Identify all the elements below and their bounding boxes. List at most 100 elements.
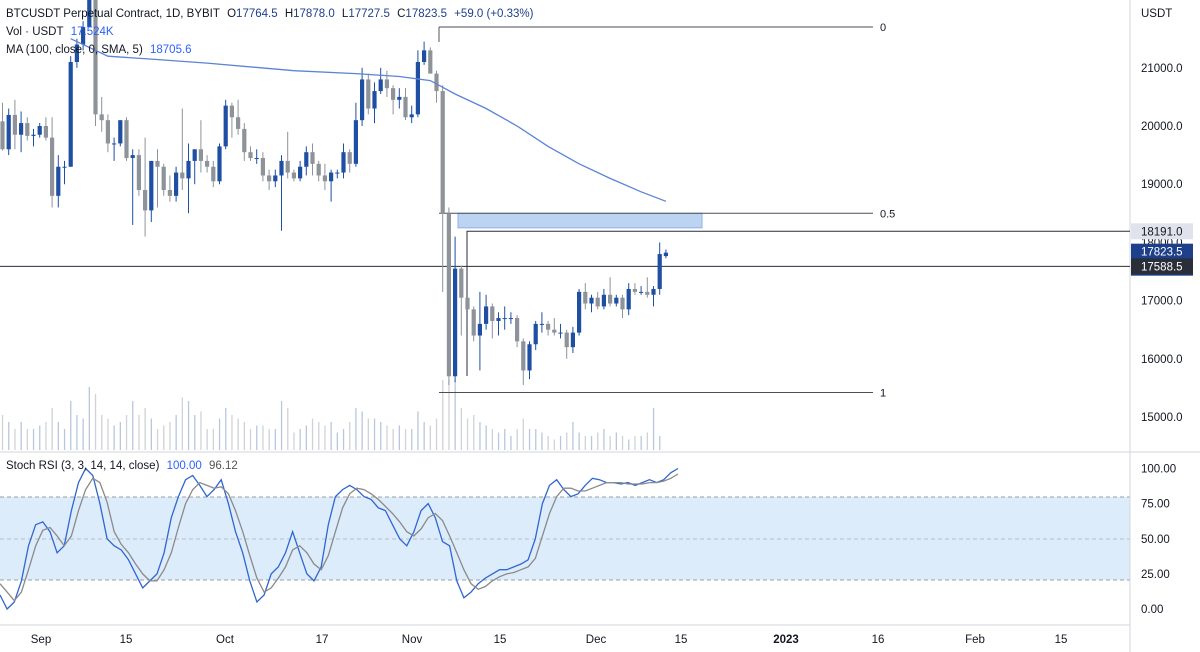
- candle-body[interactable]: [366, 79, 371, 109]
- candle-body[interactable]: [632, 288, 637, 292]
- candle-body[interactable]: [161, 166, 166, 191]
- candle-body[interactable]: [174, 172, 179, 196]
- candle-body[interactable]: [118, 120, 123, 144]
- candle-body[interactable]: [267, 175, 272, 182]
- candle-body[interactable]: [508, 318, 513, 320]
- candle-body[interactable]: [167, 190, 172, 196]
- candle-body[interactable]: [217, 146, 222, 182]
- candle-body[interactable]: [180, 172, 185, 179]
- symbol-title[interactable]: BTCUSDT Perpetual Contract, 1D, BYBIT: [6, 8, 220, 20]
- candle-body[interactable]: [446, 213, 451, 377]
- candle-body[interactable]: [539, 323, 544, 325]
- candle-body[interactable]: [254, 158, 259, 160]
- candle-body[interactable]: [112, 143, 117, 145]
- candle-body[interactable]: [663, 252, 668, 257]
- candle-body[interactable]: [198, 149, 203, 161]
- candle-body[interactable]: [223, 105, 228, 147]
- candle-body[interactable]: [384, 79, 389, 89]
- candle-body[interactable]: [459, 268, 464, 298]
- candle-body[interactable]: [341, 152, 346, 173]
- candle-body[interactable]: [608, 294, 613, 304]
- candle-body[interactable]: [329, 172, 334, 182]
- candle-body[interactable]: [645, 291, 650, 295]
- candle-body[interactable]: [192, 149, 197, 161]
- candle-body[interactable]: [397, 96, 402, 100]
- candle-body[interactable]: [353, 120, 358, 164]
- candle-body[interactable]: [639, 291, 644, 293]
- ma-line-path[interactable]: [70, 38, 667, 202]
- candle-body[interactable]: [546, 323, 551, 330]
- candle-body[interactable]: [105, 120, 110, 144]
- candle-body[interactable]: [68, 61, 73, 167]
- candle-body[interactable]: [143, 190, 148, 211]
- volume-label[interactable]: Vol · USDT: [6, 26, 64, 38]
- candle-body[interactable]: [471, 309, 476, 336]
- candle-body[interactable]: [310, 152, 315, 164]
- candle-body[interactable]: [527, 344, 532, 371]
- candle-body[interactable]: [477, 323, 482, 336]
- candle-body[interactable]: [149, 160, 154, 211]
- candle-body[interactable]: [56, 166, 61, 196]
- candle-body[interactable]: [378, 79, 383, 92]
- candle-body[interactable]: [279, 160, 284, 176]
- candle-body[interactable]: [316, 163, 321, 176]
- candle-body[interactable]: [335, 172, 340, 174]
- candle-body[interactable]: [130, 155, 135, 159]
- resistance-line-18191[interactable]: [466, 230, 1130, 376]
- candle-body[interactable]: [564, 332, 569, 348]
- candle-body[interactable]: [136, 155, 141, 191]
- stoch-rsi-d-line[interactable]: [0, 473, 679, 602]
- candle-body[interactable]: [81, 27, 86, 45]
- stoch-rsi-k-line[interactable]: [0, 467, 679, 611]
- candle-body[interactable]: [37, 126, 42, 135]
- candle-body[interactable]: [552, 329, 557, 333]
- candle-body[interactable]: [322, 175, 327, 182]
- candle-body[interactable]: [428, 50, 433, 74]
- candle-body[interactable]: [502, 318, 507, 320]
- candle-body[interactable]: [570, 332, 575, 348]
- candle-body[interactable]: [360, 79, 365, 121]
- candle-body[interactable]: [242, 128, 247, 153]
- candle-body[interactable]: [6, 114, 11, 150]
- candle-body[interactable]: [651, 288, 656, 295]
- candle-body[interactable]: [19, 123, 24, 135]
- candle-body[interactable]: [601, 294, 606, 307]
- candle-body[interactable]: [484, 306, 489, 324]
- candle-body[interactable]: [205, 160, 210, 167]
- candle-body[interactable]: [87, 0, 92, 28]
- candle-body[interactable]: [25, 123, 30, 136]
- candle-body[interactable]: [558, 332, 563, 334]
- candle-body[interactable]: [298, 166, 303, 179]
- candle-body[interactable]: [273, 175, 278, 182]
- candle-body[interactable]: [248, 152, 253, 159]
- candle-body[interactable]: [515, 318, 520, 342]
- candle-body[interactable]: [589, 297, 594, 304]
- candle-body[interactable]: [626, 288, 631, 310]
- ma-label[interactable]: MA (100, close, 0, SMA, 5): [6, 44, 143, 56]
- supply-zone-box[interactable]: [457, 212, 703, 229]
- candle-body[interactable]: [614, 297, 619, 304]
- candle-body[interactable]: [409, 114, 414, 118]
- candle-body[interactable]: [211, 166, 216, 182]
- candle-body[interactable]: [0, 121, 5, 150]
- candle-body[interactable]: [62, 166, 67, 168]
- candle-body[interactable]: [595, 297, 600, 307]
- candle-body[interactable]: [31, 134, 36, 136]
- candle-body[interactable]: [496, 318, 501, 321]
- candle-body[interactable]: [577, 291, 582, 333]
- candle-body[interactable]: [453, 268, 458, 377]
- candle-body[interactable]: [521, 341, 526, 371]
- candle-body[interactable]: [12, 114, 17, 135]
- candle-body[interactable]: [285, 160, 290, 173]
- candle-body[interactable]: [490, 306, 495, 321]
- candle-body[interactable]: [403, 96, 408, 118]
- candle-body[interactable]: [229, 105, 234, 118]
- candle-body[interactable]: [434, 73, 439, 92]
- candle-body[interactable]: [422, 50, 427, 62]
- candle-body[interactable]: [260, 158, 265, 176]
- candle-body[interactable]: [465, 297, 470, 310]
- candle-body[interactable]: [304, 152, 309, 167]
- candle-body[interactable]: [74, 44, 79, 62]
- candle-body[interactable]: [291, 172, 296, 179]
